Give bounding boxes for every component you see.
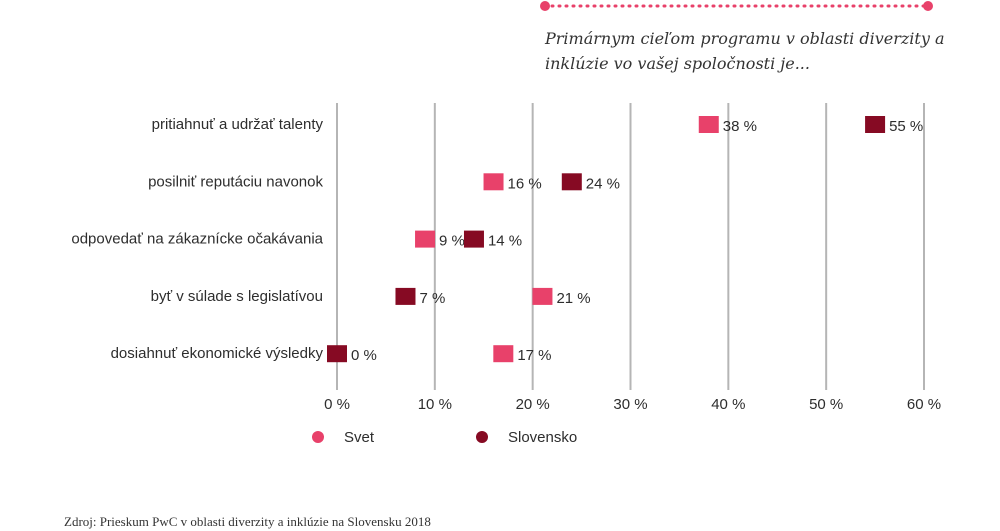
- value-label: 55 %: [889, 118, 923, 135]
- category-label: pritiahnuť a udržať talenty: [152, 116, 324, 133]
- dot-marker: [483, 173, 504, 191]
- dot-marker: [561, 173, 582, 191]
- legend-swatch: [312, 431, 324, 443]
- dot-marker: [415, 230, 436, 248]
- source-note: Zdroj: Prieskum PwC v oblasti diverzity …: [64, 514, 431, 529]
- value-label: 14 %: [488, 233, 522, 250]
- dot-marker: [327, 345, 347, 363]
- dot-marker: [493, 345, 514, 363]
- x-tick-label: 30 %: [613, 396, 647, 413]
- legend-label: Svet: [344, 429, 375, 446]
- x-tick-label: 10 %: [418, 396, 452, 413]
- x-tick-label: 20 %: [516, 396, 550, 413]
- value-label: 7 %: [419, 290, 445, 307]
- category-label: dosiahnuť ekonomické výsledky: [111, 345, 324, 362]
- x-tick-label: 0 %: [324, 396, 350, 413]
- x-tick-label: 40 %: [711, 396, 745, 413]
- header-dot: [540, 1, 550, 11]
- dot-marker: [463, 230, 484, 248]
- header-dot: [923, 1, 933, 11]
- x-tick-label: 60 %: [907, 396, 941, 413]
- category-label: posilniť reputáciu navonok: [148, 173, 323, 190]
- value-label: 17 %: [517, 347, 551, 364]
- x-tick-label: 50 %: [809, 396, 843, 413]
- value-label: 16 %: [508, 175, 542, 192]
- chart-title: Primárnym cieľom programu v oblasti dive…: [545, 29, 945, 73]
- dot-marker: [395, 287, 416, 305]
- value-label: 24 %: [586, 175, 620, 192]
- dot-marker: [865, 116, 886, 133]
- category-label: odpovedať na zákaznícke očakávania: [71, 231, 323, 248]
- value-label: 21 %: [556, 290, 590, 307]
- dot-marker: [532, 287, 553, 305]
- category-label: byť v súlade s legislatívou: [151, 288, 323, 305]
- value-label: 9 %: [439, 233, 465, 250]
- value-label: 0 %: [351, 347, 377, 364]
- legend-label: Slovensko: [508, 429, 577, 446]
- dot-marker: [698, 116, 719, 133]
- value-label: 38 %: [723, 118, 757, 135]
- legend-swatch: [476, 431, 488, 443]
